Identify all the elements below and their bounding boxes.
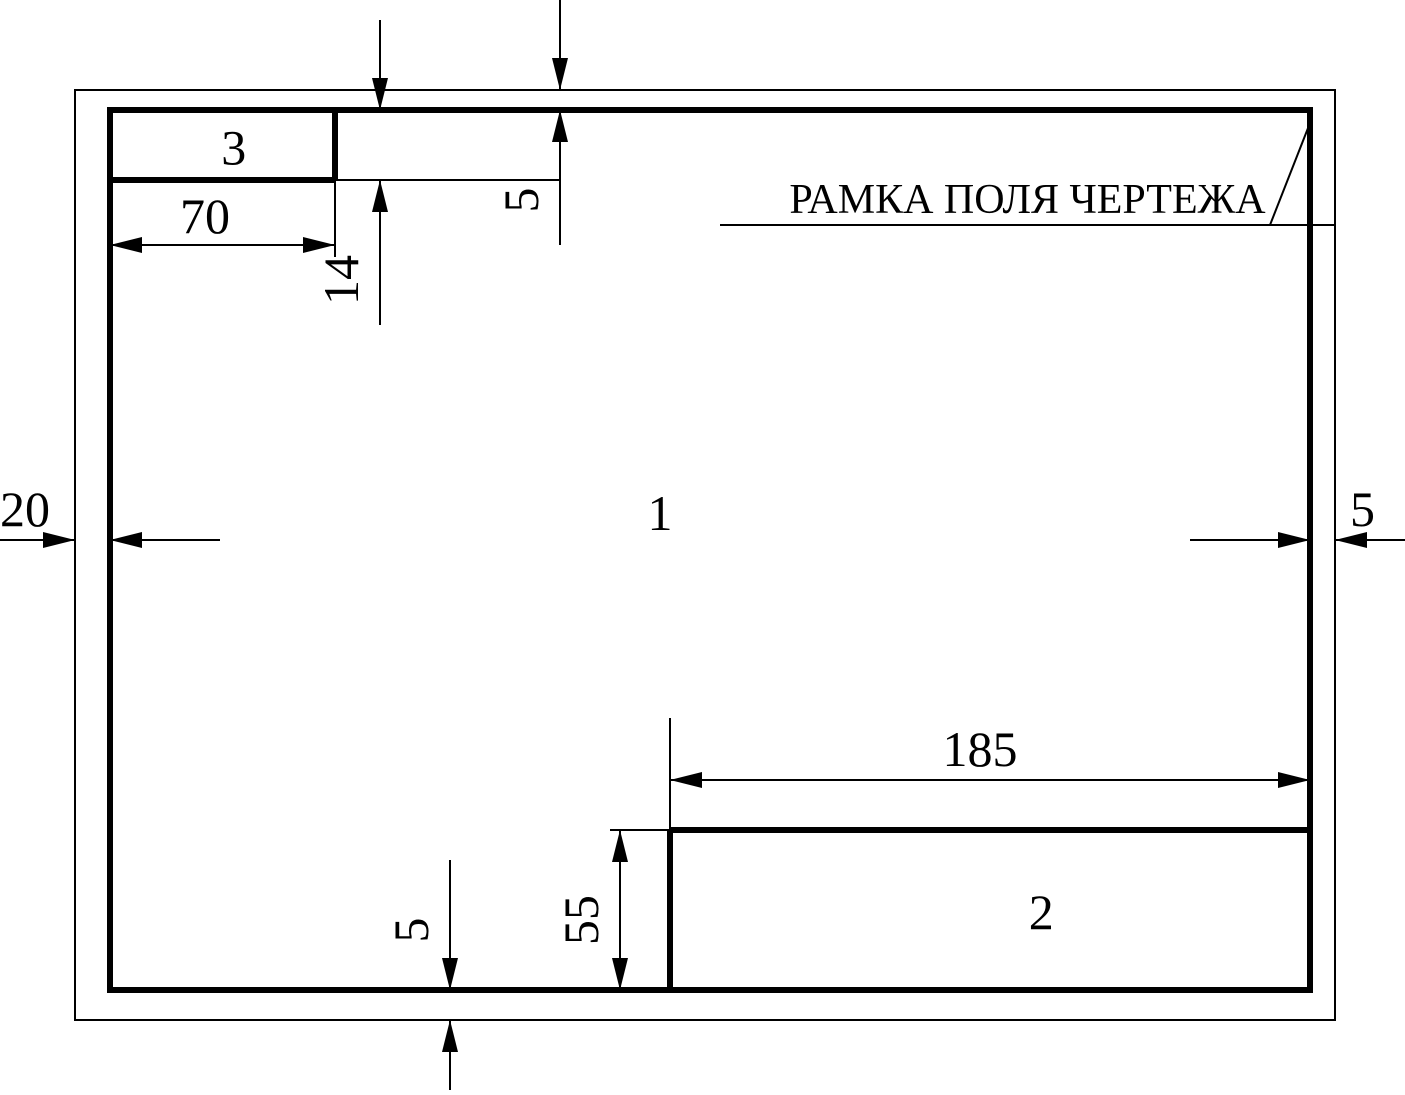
dim-label: 185 — [943, 721, 1018, 777]
dim-label: 5 — [1350, 481, 1375, 537]
arrowhead-icon — [552, 110, 568, 142]
arrowhead-icon — [303, 237, 335, 253]
dim-label: 20 — [0, 481, 50, 537]
arrowhead-icon — [552, 58, 568, 90]
dim-label: 55 — [553, 895, 609, 945]
arrowhead-icon — [442, 958, 458, 990]
dim-label: 1 — [648, 485, 673, 541]
frame-rect — [75, 90, 1335, 1020]
dim-label: 14 — [313, 255, 369, 305]
arrowhead-icon — [1278, 772, 1310, 788]
dim-label: 5 — [493, 188, 549, 213]
dim-label: РАМКА ПОЛЯ ЧЕРТЕЖА — [789, 177, 1266, 223]
dim-label: 70 — [180, 188, 230, 244]
dim-label: 2 — [1029, 884, 1054, 940]
dim-label: 5 — [383, 918, 439, 943]
arrowhead-icon — [670, 772, 702, 788]
arrowhead-icon — [372, 78, 388, 110]
dim-line — [1270, 123, 1310, 225]
arrowhead-icon — [442, 1020, 458, 1052]
arrowhead-icon — [612, 830, 628, 862]
arrowhead-icon — [110, 237, 142, 253]
arrowhead-icon — [1278, 532, 1310, 548]
arrowhead-icon — [612, 958, 628, 990]
dim-label: 3 — [221, 120, 246, 176]
frame-rect — [110, 110, 1310, 990]
arrowhead-icon — [372, 180, 388, 212]
arrowhead-icon — [110, 532, 142, 548]
